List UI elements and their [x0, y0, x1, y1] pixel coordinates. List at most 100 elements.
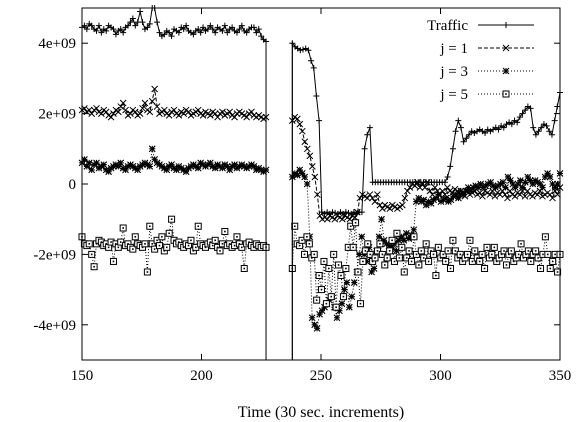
data-point-x: [339, 215, 346, 223]
data-point-x: [379, 205, 386, 212]
data-point-star: [410, 226, 418, 234]
x-axis: 150 200 250 300 350: [71, 8, 571, 384]
data-point-box-dot: [323, 260, 325, 263]
data-point-box-dot: [359, 302, 362, 305]
data-point-box-dot: [459, 253, 462, 256]
data-point-plus: [168, 33, 175, 40]
data-point-box-dot: [248, 241, 250, 243]
data-point-plus: [255, 26, 262, 33]
data-point-box-dot: [515, 257, 517, 259]
data-point-plus: [190, 31, 197, 38]
data-point-box-dot: [376, 250, 379, 252]
data-point-box-dot: [320, 288, 323, 291]
data-point-star: [397, 233, 405, 241]
data-point-star: [462, 187, 470, 195]
data-point-x: [293, 115, 301, 123]
data-point-x: [496, 191, 504, 198]
data-point-x: [502, 44, 510, 52]
data-point-x: [316, 212, 324, 220]
data-point-box-dot: [293, 225, 296, 228]
data-point-star: [316, 310, 323, 318]
data-point-star: [231, 161, 238, 169]
data-point-star: [168, 161, 175, 169]
series-layer: [78, 5, 564, 360]
data-point-box-dot: [512, 260, 515, 263]
data-point-star: [333, 314, 341, 322]
data-point-plus: [457, 124, 464, 131]
data-point-plus: [117, 26, 124, 33]
data-point-box-dot: [529, 260, 532, 263]
data-point-plus: [180, 26, 187, 33]
data-point-x: [406, 184, 414, 191]
data-point-box-dot: [408, 250, 410, 252]
data-point-star: [521, 178, 529, 186]
data-point-plus: [258, 33, 265, 40]
data-point-box-dot: [488, 257, 491, 259]
data-point-star: [420, 196, 428, 204]
data-point-x: [524, 187, 531, 195]
data-point-box-dot: [520, 243, 522, 245]
data-point-plus: [93, 27, 100, 34]
data-point-plus: [548, 131, 555, 138]
data-point-plus: [144, 24, 151, 31]
data-point-box-dot: [383, 264, 386, 266]
data-point-box-dot: [549, 267, 552, 270]
data-point-box-dot: [454, 250, 457, 252]
data-point-x: [534, 191, 541, 198]
data-point-x: [199, 112, 207, 119]
series-j-3: [78, 145, 564, 332]
data-point-plus: [551, 117, 558, 124]
data-point-box-dot: [216, 246, 219, 249]
data-point-plus: [120, 29, 127, 36]
data-point-box-dot: [233, 244, 236, 247]
data-point-plus: [308, 57, 315, 64]
data-point-box-dot: [190, 239, 192, 242]
data-point-plus: [361, 145, 368, 152]
data-point-box-dot: [444, 260, 447, 263]
data-point-box-dot: [93, 265, 95, 268]
data-point-box-dot: [425, 243, 427, 245]
y-tick-label: -2e+09: [33, 247, 76, 263]
data-point-x: [536, 187, 544, 195]
data-point-star: [514, 180, 522, 188]
data-point-plus: [522, 107, 529, 114]
data-point-x: [231, 113, 238, 121]
data-point-box-dot: [391, 239, 393, 242]
data-point-box-dot: [308, 243, 311, 245]
data-point-plus: [127, 19, 134, 26]
data-point-plus: [313, 93, 320, 99]
data-point-plus: [200, 24, 207, 31]
data-point-box-dot: [420, 250, 423, 252]
data-point-star: [114, 163, 122, 170]
data-point-star: [459, 191, 467, 198]
data-point-star: [554, 180, 561, 188]
data-point-box-dot: [209, 241, 212, 243]
data-point-plus: [527, 105, 534, 112]
data-point-x: [376, 201, 384, 209]
data-point-box-dot: [192, 250, 195, 252]
data-point-star: [544, 170, 551, 177]
data-point-x: [211, 110, 219, 117]
data-point-box-dot: [427, 260, 430, 263]
data-point-x: [153, 103, 161, 110]
data-point-box-dot: [503, 250, 505, 252]
data-point-plus: [535, 128, 542, 135]
data-point-plus: [103, 27, 110, 34]
data-point-box-dot: [241, 246, 243, 249]
data-point-plus: [95, 22, 102, 29]
data-point-x: [476, 189, 484, 197]
data-point-plus: [465, 131, 472, 138]
data-point-box-dot: [537, 257, 539, 259]
data-point-star: [536, 180, 544, 188]
data-point-plus: [503, 22, 509, 28]
data-point-box-dot: [224, 230, 226, 233]
data-point-box-dot: [173, 239, 175, 242]
data-point-box-dot: [364, 250, 367, 252]
data-point-x: [404, 187, 411, 195]
data-point-box-dot: [556, 271, 559, 273]
data-point-plus: [447, 163, 454, 170]
data-point-plus: [253, 29, 260, 36]
data-point-star: [412, 198, 420, 205]
data-point-x: [148, 97, 156, 105]
